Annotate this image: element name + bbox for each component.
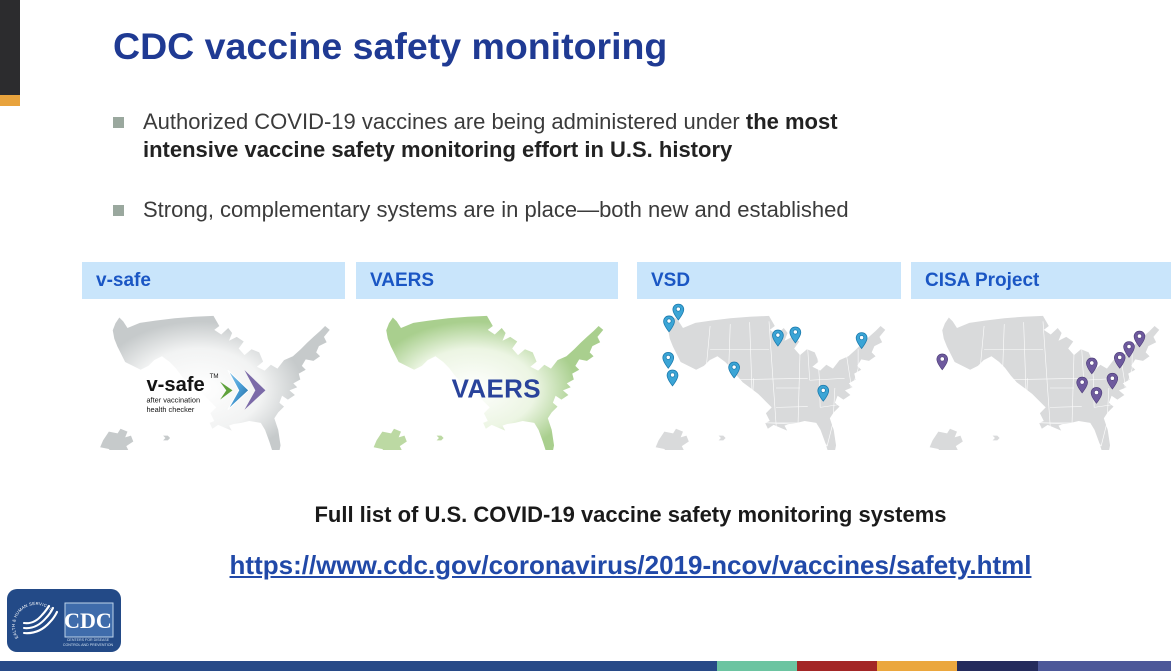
svg-text:health checker: health checker [146, 405, 194, 414]
svg-text:TM: TM [210, 373, 219, 380]
svg-text:VAERS: VAERS [452, 373, 541, 403]
svg-text:CENTERS FOR DISEASE: CENTERS FOR DISEASE [67, 638, 110, 642]
svg-text:after vaccination: after vaccination [146, 396, 200, 405]
svg-text:v-safe: v-safe [146, 374, 204, 396]
svg-text:CDC: CDC [64, 608, 112, 633]
svg-text:CONTROL AND PREVENTION: CONTROL AND PREVENTION [63, 643, 114, 647]
